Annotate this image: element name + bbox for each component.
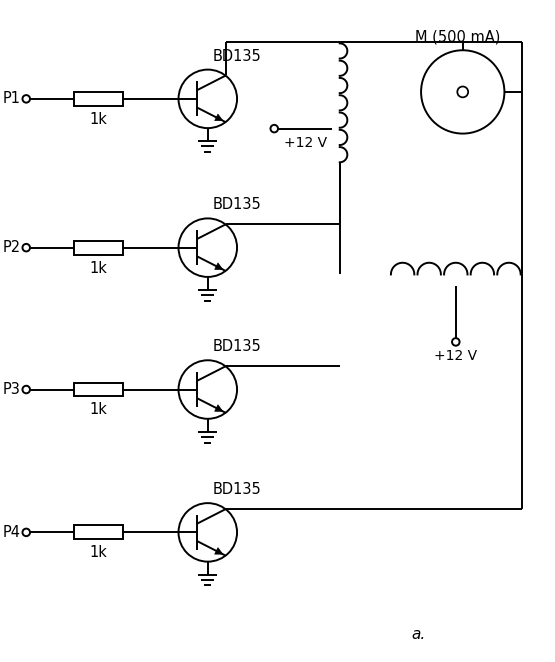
Text: 1k: 1k — [90, 261, 108, 275]
Circle shape — [452, 338, 460, 346]
Text: M (500 mA): M (500 mA) — [415, 29, 501, 44]
Text: BD135: BD135 — [212, 340, 261, 354]
Circle shape — [22, 529, 30, 536]
Text: BD135: BD135 — [212, 482, 261, 497]
Text: 1k: 1k — [90, 402, 108, 418]
Text: P3: P3 — [2, 382, 21, 397]
FancyBboxPatch shape — [74, 383, 123, 397]
Text: +12 V: +12 V — [284, 136, 327, 150]
Text: P2: P2 — [2, 240, 21, 255]
Text: +12 V: +12 V — [434, 349, 477, 363]
Circle shape — [270, 125, 278, 132]
Text: 1k: 1k — [90, 112, 108, 126]
FancyBboxPatch shape — [74, 92, 123, 106]
Text: P4: P4 — [2, 525, 21, 540]
Circle shape — [22, 95, 30, 103]
Text: a.: a. — [411, 626, 425, 641]
FancyBboxPatch shape — [74, 526, 123, 540]
Circle shape — [22, 386, 30, 393]
Text: BD135: BD135 — [212, 197, 261, 213]
Circle shape — [22, 244, 30, 252]
Text: BD135: BD135 — [212, 48, 261, 64]
FancyBboxPatch shape — [74, 241, 123, 255]
Text: 1k: 1k — [90, 545, 108, 560]
Text: P1: P1 — [2, 91, 21, 107]
